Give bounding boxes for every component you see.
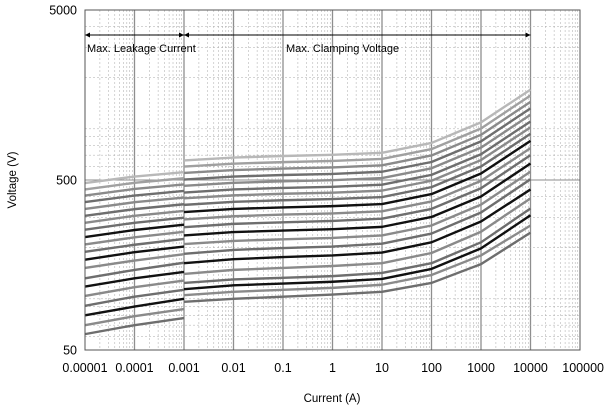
series-6-leakage-line [84, 270, 185, 288]
series-7-clamping-line [183, 178, 532, 256]
x-tick-label: 10 [375, 361, 389, 375]
series-19-leakage-line [84, 177, 185, 191]
series-12-leakage-line [84, 223, 185, 239]
y-tick-labels: 50 500 5000 [49, 4, 77, 358]
series-17-leakage-line [84, 189, 185, 204]
series-13-clamping-line [183, 132, 532, 207]
series-16-clamping-line [183, 113, 532, 188]
x-tick-label: 100 [421, 361, 442, 375]
series-12-clamping-line [183, 139, 532, 214]
series-17-clamping-line [183, 107, 532, 181]
annotation-arrowhead-left [85, 32, 90, 38]
series-1-clamping-line [183, 231, 532, 304]
series-15-leakage-line [84, 203, 185, 217]
series-20-leakage-line [84, 170, 185, 185]
annotation-label: Max. Clamping Voltage [286, 43, 399, 55]
x-tick-label: 0.0001 [115, 361, 153, 375]
series-4-leakage-line [84, 288, 185, 307]
series-7-leakage-line [84, 261, 185, 280]
series-8-clamping-line [183, 170, 532, 246]
series-11-leakage-line [84, 230, 185, 246]
series-14-clamping-line [183, 126, 532, 200]
series-19-clamping-line [183, 94, 532, 168]
series-2-leakage-line [84, 307, 185, 327]
series-5-clamping-line [183, 197, 532, 276]
x-tick-label: 10000 [513, 361, 548, 375]
series-1-leakage-line [84, 316, 185, 336]
series-10-clamping-line [183, 154, 532, 229]
series-16-leakage-line [84, 196, 185, 211]
x-tick-label: 0.01 [221, 361, 245, 375]
series-18-clamping-line [183, 100, 532, 175]
x-tick-labels: 0.00001 0.0001 0.001 0.01 0.1 1 10 100 1000 10000… [62, 361, 604, 375]
x-tick-label: 1 [329, 361, 336, 375]
series-3-leakage-line [84, 297, 185, 317]
x-tick-label: 1000 [467, 361, 495, 375]
series-8-leakage-line [84, 253, 185, 270]
x-tick-label: 0.001 [168, 361, 199, 375]
series-18-leakage-line [84, 183, 185, 197]
series-lines [84, 88, 532, 336]
annotation-arrowhead-right [525, 32, 531, 38]
series-4-clamping-line [183, 207, 532, 285]
annotation-arrowhead-left [184, 32, 189, 38]
y-tick-label: 500 [56, 174, 77, 188]
series-2-clamping-line [183, 224, 532, 297]
x-tick-label: 0.1 [274, 361, 291, 375]
x-tick-label: 100000 [562, 361, 604, 375]
annotation-arrowhead-right [179, 32, 184, 38]
series-13-leakage-line [84, 216, 185, 231]
series-10-leakage-line [84, 237, 185, 254]
series-5-leakage-line [84, 279, 185, 298]
annotation-label: Max. Leakage Current [87, 43, 196, 55]
series-15-clamping-line [183, 120, 532, 194]
plot-frame [84, 9, 581, 351]
x-axis-title: Current (A) [304, 393, 361, 405]
series-14-leakage-line [84, 209, 185, 224]
series-3-clamping-line [183, 214, 532, 291]
y-axis-title: Voltage (V) [7, 151, 19, 208]
series-20-clamping-line [183, 88, 532, 162]
x-tick-label: 0.00001 [62, 361, 107, 375]
series-11-clamping-line [183, 147, 532, 221]
annotations: Max. Leakage Current Max. Clamping Voltag… [85, 32, 531, 55]
y-tick-label: 5000 [49, 4, 77, 18]
series-9-leakage-line [84, 245, 185, 261]
y-tick-label: 50 [63, 344, 77, 358]
grid-lines [85, 10, 580, 350]
series-9-clamping-line [183, 162, 532, 237]
series-6-clamping-line [183, 188, 532, 265]
